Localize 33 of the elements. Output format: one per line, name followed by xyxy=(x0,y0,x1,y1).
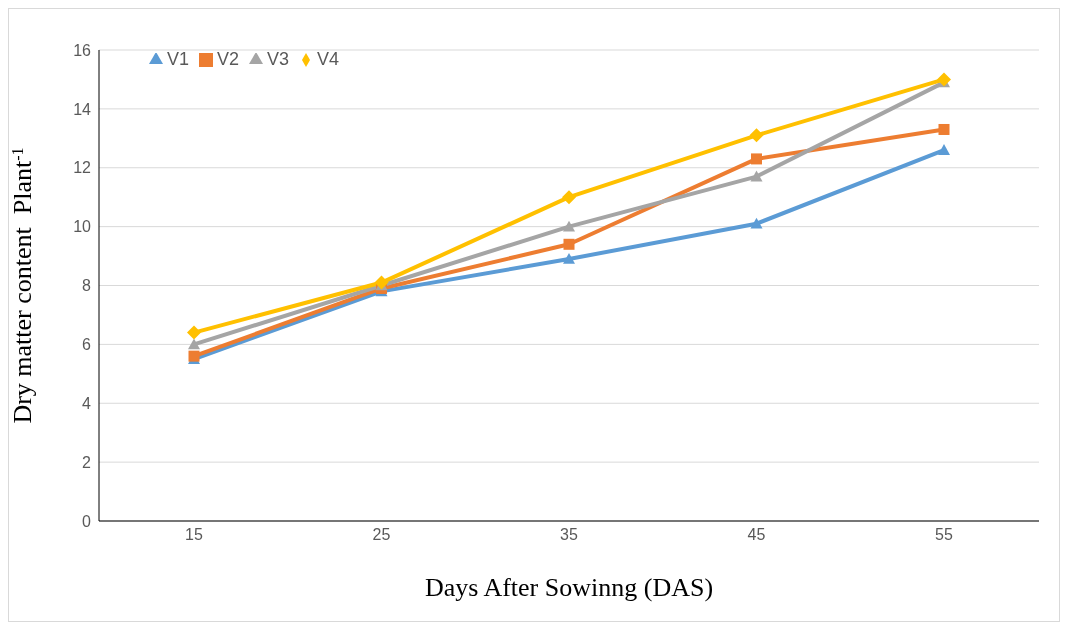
point xyxy=(563,220,575,232)
legend-label: V3 xyxy=(267,49,290,69)
y-tick-label: 16 xyxy=(73,41,92,59)
legend-label: V1 xyxy=(167,49,190,69)
point xyxy=(751,153,762,165)
y-tick-label: 8 xyxy=(82,277,92,295)
y-tick-label: 10 xyxy=(73,218,92,236)
point xyxy=(374,275,389,290)
x-tick-label: 45 xyxy=(747,526,766,544)
x-axis-title: Days After Sowinng (DAS) xyxy=(424,573,714,602)
y-tick-label: 4 xyxy=(82,394,92,412)
point xyxy=(750,217,763,229)
point xyxy=(563,238,575,250)
point xyxy=(187,325,201,340)
point xyxy=(937,72,951,87)
point xyxy=(938,123,950,135)
x-tick-label: 25 xyxy=(372,526,391,544)
x-tick-label: 35 xyxy=(560,526,578,544)
point xyxy=(750,170,763,182)
point xyxy=(938,144,950,155)
point xyxy=(562,190,576,205)
legend-label: V4 xyxy=(317,49,340,69)
legend-label: V2 xyxy=(217,49,240,69)
point xyxy=(563,253,575,264)
x-tick-label: 15 xyxy=(185,526,203,544)
y-tick-label: 2 xyxy=(82,453,92,471)
point xyxy=(188,338,200,350)
y-tick-label: 14 xyxy=(73,100,92,118)
x-tick-label: 55 xyxy=(935,526,953,544)
y-tick-label: 12 xyxy=(73,159,92,177)
y-tick-label: 0 xyxy=(82,512,92,530)
y-tick-label: 6 xyxy=(82,336,92,354)
point xyxy=(749,128,764,143)
